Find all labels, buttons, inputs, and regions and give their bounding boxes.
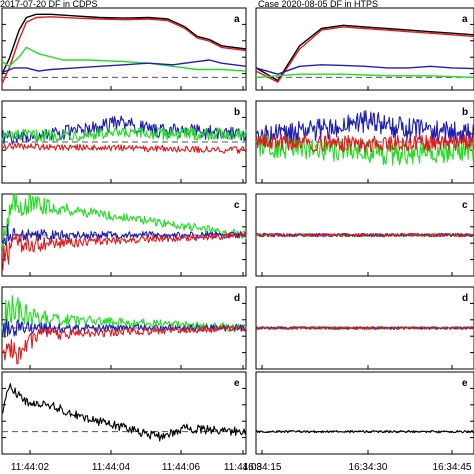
panel-label-left-b: b bbox=[234, 107, 240, 118]
series-left-e-black bbox=[1, 383, 247, 442]
series-left-b-red bbox=[1, 142, 247, 154]
panel-label-left-e: e bbox=[234, 378, 240, 389]
series-left-a-green bbox=[1, 46, 247, 72]
x-tick-label-left-0: 11:44:02 bbox=[11, 462, 50, 473]
panel-label-right-d: d bbox=[462, 293, 468, 304]
panel-label-left-c: c bbox=[234, 200, 240, 211]
series-left-a-red bbox=[1, 16, 247, 84]
panel-label-right-c: c bbox=[462, 200, 468, 211]
right-case-title: Case 2020-08-05 DF in HTPS bbox=[258, 0, 379, 9]
series-right-c-red bbox=[255, 232, 474, 238]
panel-label-left-a: a bbox=[234, 14, 240, 25]
x-tick-label-right-2: 16:34:45 bbox=[433, 462, 472, 473]
series-right-e-black bbox=[255, 429, 474, 434]
panel-label-left-d: d bbox=[234, 293, 240, 304]
series-left-a-blue bbox=[1, 59, 247, 74]
series-left-c-green bbox=[1, 193, 247, 252]
x-tick-label-right-0: 16:34:15 bbox=[243, 462, 282, 473]
frame-right-a bbox=[255, 7, 474, 91]
series-right-b-red bbox=[255, 133, 474, 153]
x-tick-label-left-1: 11:44:04 bbox=[92, 462, 131, 473]
panel-label-right-e: e bbox=[462, 378, 468, 389]
series-left-b-green bbox=[1, 127, 247, 142]
x-tick-label-left-2: 11:44:06 bbox=[162, 462, 201, 473]
panel-label-right-b: b bbox=[462, 107, 468, 118]
series-right-a-blue bbox=[255, 64, 474, 75]
series-left-c-blue bbox=[1, 224, 247, 247]
series-right-a-black bbox=[255, 24, 474, 82]
frame-left-e bbox=[1, 371, 247, 455]
frame-right-e bbox=[255, 371, 474, 455]
series-left-d-red bbox=[1, 325, 247, 365]
series-right-d-red bbox=[255, 326, 474, 330]
series-right-a-red bbox=[255, 26, 474, 83]
left-case-title: 2017-07-20 DF in CDPS bbox=[0, 0, 98, 9]
series-left-a-black bbox=[1, 13, 247, 75]
series-left-c-red bbox=[1, 231, 247, 271]
series-right-b-blue bbox=[255, 110, 474, 148]
x-tick-label-right-1: 16:34:30 bbox=[349, 462, 388, 473]
series-right-a-green bbox=[255, 73, 474, 79]
x-tick-label-left-3: 11:44:08 bbox=[224, 462, 263, 473]
panel-label-right-a: a bbox=[462, 14, 468, 25]
